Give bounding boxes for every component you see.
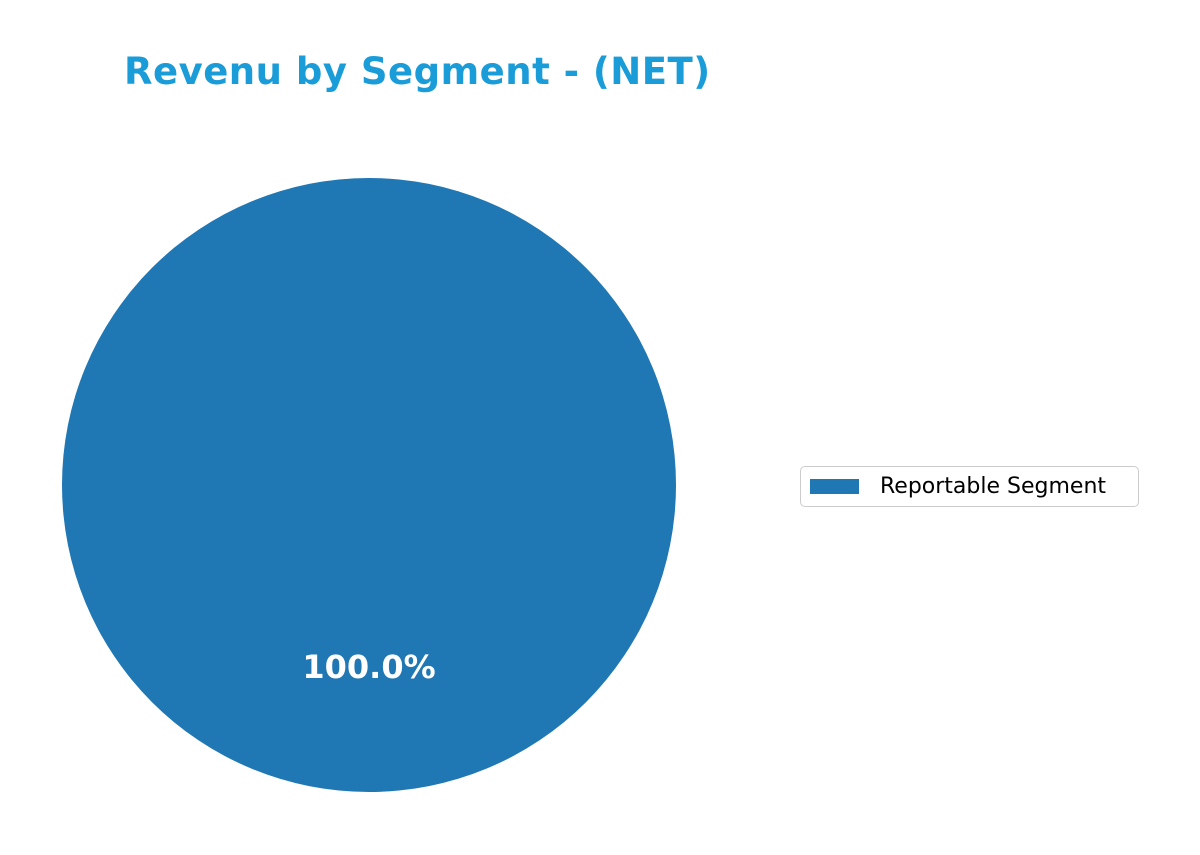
legend-label: Reportable Segment — [880, 474, 1107, 499]
pie-slice-reportable-segment: 100.0% — [62, 178, 676, 792]
legend: Reportable Segment — [800, 466, 1139, 507]
legend-swatch-icon — [810, 479, 859, 494]
chart-title: Revenu by Segment - (NET) — [124, 50, 711, 93]
pie-percent-label: 100.0% — [302, 648, 436, 686]
